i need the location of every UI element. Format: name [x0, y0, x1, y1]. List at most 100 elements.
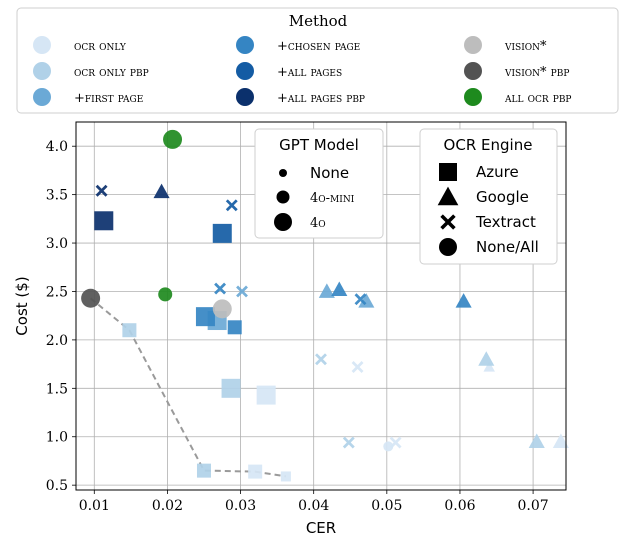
- gpt-model-legend-label: 4o-mini: [310, 191, 355, 206]
- point-ocr-only-pbp-triangle: [478, 351, 495, 366]
- gpt-model-legend-label: None: [310, 164, 349, 182]
- gpt-model-legend-marker: [274, 213, 292, 231]
- gpt-model-legend-title: GPT Model: [279, 136, 359, 154]
- ocr-engine-legend-label: Textract: [475, 213, 536, 231]
- method-legend-label: vision* pbp: [504, 65, 569, 80]
- method-legend-swatch: [464, 36, 482, 54]
- ocr-engine-legend-label: Azure: [476, 163, 519, 181]
- data-points: [81, 129, 569, 482]
- x-tick-label: 0.01: [79, 498, 110, 514]
- method-legend-title: Method: [289, 12, 348, 30]
- pareto-front-line: [89, 297, 287, 478]
- gpt-model-legend-marker: [279, 169, 287, 177]
- y-tick-label: 3.0: [46, 236, 68, 252]
- method-legend-frame: [16, 7, 619, 114]
- method-legend-swatch: [236, 88, 254, 106]
- method-legend-swatch: [33, 36, 51, 54]
- method-legend-entries: ocr only ocr only pbp +first page +chosen p…: [33, 36, 571, 106]
- y-tick-label: 0.5: [46, 478, 68, 494]
- point-ocr-only-circle: [383, 441, 394, 452]
- method-legend-label: all ocr pbp: [504, 91, 571, 106]
- ocr-engine-legend-label: None/All: [476, 238, 539, 256]
- method-legend-swatch: [33, 88, 51, 106]
- point--chosen-page-square: [195, 307, 215, 327]
- point--all-pages-pbp-square: [94, 211, 114, 231]
- point--chosen-page-x: [354, 293, 367, 306]
- gpt-model-legend: GPT Model None 4o-mini 4o: [254, 128, 384, 239]
- point--chosen-page-triangle: [331, 281, 348, 296]
- ocr-engine-legend-entries: Azure Google Textract None/All: [437, 163, 539, 256]
- point-all-ocr-pbp-circle: [163, 129, 183, 149]
- x-tick-label: 0.05: [371, 498, 402, 514]
- method-legend-label: ocr only: [74, 39, 127, 54]
- point--all-pages-x: [225, 199, 238, 212]
- gpt-model-legend-marker: [276, 190, 290, 204]
- method-legend-label: ocr only pbp: [74, 65, 149, 80]
- point-all-ocr-pbp-circle: [158, 287, 173, 302]
- point--first-page-x: [236, 285, 248, 298]
- ocr-engine-legend-title: OCR Engine: [444, 136, 533, 154]
- method-legend-label: +first page: [74, 91, 143, 106]
- method-legend-swatch: [464, 62, 482, 80]
- gpt-model-legend-label: 4o: [310, 216, 326, 231]
- point--chosen-page-x: [214, 282, 227, 295]
- x-tick-label: 0.02: [152, 498, 183, 514]
- point-ocr-only-pbp-x: [342, 436, 355, 449]
- ocr-engine-legend-frame: [419, 128, 558, 265]
- point-ocr-only-x: [351, 361, 364, 373]
- method-legend-swatch: [236, 62, 254, 80]
- x-tick-label: 0.06: [444, 498, 475, 514]
- x-tick-label: 0.07: [518, 498, 549, 514]
- point-ocr-only-square: [280, 471, 291, 482]
- method-legend-label: +all pages: [277, 65, 342, 80]
- point--all-pages-pbp-x: [95, 184, 108, 197]
- point-ocr-only-triangle: [483, 361, 495, 372]
- method-legend-label: +chosen page: [277, 39, 360, 54]
- ocr-engine-legend-label: Google: [476, 188, 529, 206]
- method-legend: Method ocr only ocr only pbp +first page +c…: [16, 7, 619, 114]
- ocr-engine-legend: OCR Engine Azure Google Textract None/All: [419, 128, 558, 265]
- x-tick-label: 0.04: [298, 498, 329, 514]
- pareto-front: [89, 297, 287, 478]
- gpt-model-legend-frame: [254, 128, 384, 239]
- point-ocr-only-triangle: [552, 433, 569, 449]
- method-legend-label: vision*: [504, 39, 547, 54]
- method-legend-swatch: [33, 62, 51, 80]
- y-tick-label: 1.0: [46, 430, 68, 446]
- x-axis-label: CER: [306, 519, 336, 537]
- method-legend-swatch: [464, 88, 482, 106]
- point-ocr-only-pbp-triangle: [528, 433, 545, 449]
- method-legend-swatch: [236, 36, 254, 54]
- ocr-engine-legend-marker: [439, 238, 457, 256]
- point-vision-circle: [212, 299, 232, 319]
- x-axis-ticks: 0.01 0.02 0.03 0.04 0.05 0.06 0.07: [79, 490, 549, 514]
- method-legend-label: +all pages pbp: [277, 91, 365, 106]
- point--first-page-triangle: [318, 283, 335, 298]
- ocr-engine-legend-marker: [437, 186, 459, 206]
- plot-frame: [75, 121, 567, 491]
- ocr-engine-legend-marker: [439, 163, 457, 181]
- y-tick-label: 4.0: [46, 139, 68, 155]
- point-ocr-only-pbp-x: [315, 353, 327, 366]
- point--chosen-page-triangle: [455, 293, 472, 308]
- x-tick-label: 0.03: [225, 498, 256, 514]
- y-tick-label: 1.5: [46, 381, 68, 397]
- point--first-page-triangle: [358, 293, 375, 308]
- point--chosen-page-square: [227, 320, 242, 335]
- y-axis-label: Cost ($): [13, 276, 31, 335]
- point-ocr-only-square: [256, 385, 276, 405]
- ocr-engine-legend-marker: [440, 214, 456, 230]
- point-ocr-only-pbp-square: [221, 378, 241, 398]
- y-tick-label: 2.0: [46, 333, 68, 349]
- point-ocr-only-pbp-square: [122, 323, 137, 338]
- point-vision-pbp-circle: [81, 288, 101, 308]
- point-ocr-only-square: [248, 464, 263, 479]
- point--all-pages-square: [212, 223, 232, 243]
- point-ocr-only-pbp-square: [196, 463, 211, 478]
- y-tick-label: 3.5: [46, 188, 68, 204]
- y-axis-ticks: 0.5 1.0 1.5 2.0 2.5 3.0 3.5 4.0: [46, 139, 76, 494]
- y-tick-label: 2.5: [46, 284, 68, 300]
- gpt-model-legend-entries: None 4o-mini 4o: [274, 164, 355, 231]
- point--all-pages-pbp-triangle: [153, 183, 170, 199]
